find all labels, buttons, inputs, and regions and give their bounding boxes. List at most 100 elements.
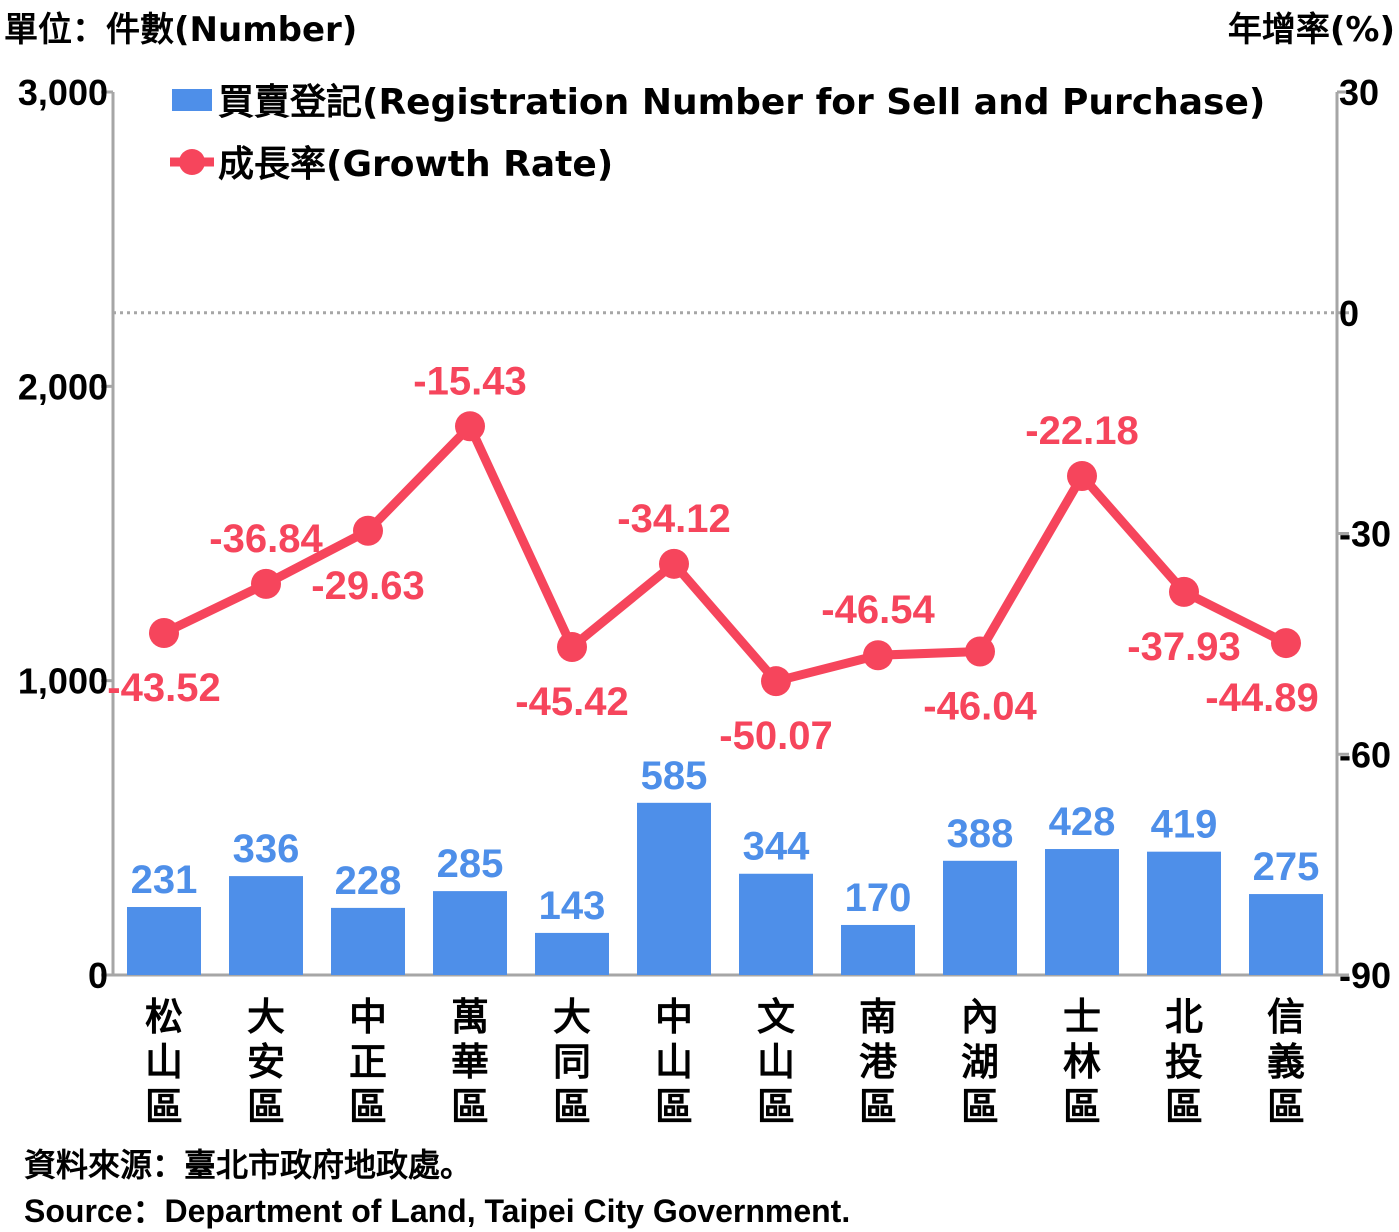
right-tick-label: 30 bbox=[1339, 72, 1379, 113]
category-label-char: 正 bbox=[349, 1040, 387, 1084]
bar-value-label: 231 bbox=[131, 858, 198, 902]
growth-rate-point bbox=[149, 617, 179, 648]
category-label-char: 山 bbox=[145, 1040, 183, 1084]
bar-value-label: 336 bbox=[233, 827, 300, 871]
right-tick-label: -90 bbox=[1339, 955, 1391, 996]
category-label-char: 山 bbox=[655, 1040, 693, 1084]
growth-rate-label: -36.84 bbox=[209, 517, 323, 561]
legend: 買賣登記(Registration Number for Sell and Pu… bbox=[170, 82, 1265, 185]
category-label-char: 大 bbox=[247, 995, 285, 1039]
category-label-char: 區 bbox=[349, 1085, 387, 1129]
category-label-char: 信 bbox=[1267, 995, 1305, 1039]
category-label: 松山區 bbox=[145, 995, 183, 1129]
category-label-char: 大 bbox=[553, 995, 591, 1039]
growth-rate-label: -46.54 bbox=[821, 588, 935, 632]
growth-rate-label: -44.89 bbox=[1205, 676, 1318, 720]
bar-value-label: 143 bbox=[539, 884, 606, 928]
bar bbox=[637, 802, 711, 975]
category-label-char: 區 bbox=[655, 1085, 693, 1129]
growth-rate-point bbox=[965, 636, 995, 667]
bar-value-label: 419 bbox=[1151, 803, 1218, 847]
bar-value-label: 585 bbox=[641, 754, 708, 798]
category-label: 士林區 bbox=[1063, 995, 1101, 1129]
category-label-char: 區 bbox=[451, 1085, 489, 1129]
category-label-char: 萬 bbox=[451, 995, 489, 1039]
category-label-char: 湖 bbox=[961, 1040, 999, 1084]
bar bbox=[433, 891, 507, 975]
bar-value-label: 388 bbox=[947, 812, 1014, 856]
growth-rate-label: -46.04 bbox=[923, 685, 1037, 729]
growth-rate-label: -29.63 bbox=[311, 564, 424, 608]
category-label-char: 文 bbox=[757, 995, 795, 1039]
bar bbox=[1045, 849, 1119, 975]
bar bbox=[331, 907, 405, 975]
growth-rate-point bbox=[863, 640, 893, 671]
left-tick-label: 2,000 bbox=[18, 366, 108, 407]
category-label: 信義區 bbox=[1267, 995, 1305, 1129]
legend-bar-label: 買賣登記(Registration Number for Sell and Pu… bbox=[218, 82, 1265, 123]
left-axis-unit-label: 單位：件數(Number) bbox=[4, 10, 358, 50]
growth-rate-label: -50.07 bbox=[719, 714, 832, 758]
line-series-group bbox=[149, 411, 1301, 697]
category-label-char: 內 bbox=[961, 995, 999, 1039]
source-line-chinese: 資料來源：臺北市政府地政處。 bbox=[24, 1146, 473, 1184]
growth-rate-label: -37.93 bbox=[1127, 625, 1240, 669]
category-label-char: 同 bbox=[553, 1040, 591, 1084]
category-label: 文山區 bbox=[757, 995, 795, 1129]
bar bbox=[1147, 851, 1221, 975]
growth-rate-point bbox=[353, 515, 383, 546]
bar bbox=[229, 876, 303, 975]
bar-value-label: 275 bbox=[1253, 845, 1320, 889]
category-label-char: 區 bbox=[553, 1085, 591, 1129]
category-label-char: 北 bbox=[1165, 995, 1203, 1039]
legend-line-marker bbox=[179, 149, 205, 175]
axes-group: 0 1,000 2,000 3,000 -90 -60 -30 0 30 bbox=[18, 72, 1391, 996]
category-label: 大同區 bbox=[553, 995, 591, 1129]
category-label-char: 中 bbox=[655, 995, 693, 1039]
growth-rate-label: -45.42 bbox=[515, 680, 628, 724]
legend-line-label: 成長率(Growth Rate) bbox=[218, 144, 613, 185]
bar-value-label: 285 bbox=[437, 842, 504, 886]
growth-rate-line bbox=[162, 421, 1289, 686]
growth-rate-point bbox=[659, 548, 689, 579]
category-label: 萬華區 bbox=[451, 995, 489, 1129]
growth-rate-point bbox=[455, 411, 485, 442]
growth-rate-point bbox=[1271, 628, 1301, 659]
left-tick-label: 1,000 bbox=[18, 661, 108, 702]
left-tick-label: 3,000 bbox=[18, 72, 108, 113]
category-label: 中正區 bbox=[349, 995, 387, 1129]
growth-rate-label: -15.43 bbox=[413, 359, 526, 403]
growth-rate-label: -34.12 bbox=[617, 497, 730, 541]
right-axis-unit-label: 年增率(%) bbox=[1227, 10, 1395, 50]
growth-rate-point bbox=[251, 568, 281, 599]
category-label-char: 南 bbox=[859, 995, 897, 1039]
bar-value-label: 428 bbox=[1049, 800, 1116, 844]
growth-rate-point bbox=[557, 631, 587, 662]
category-label-char: 林 bbox=[1063, 1040, 1101, 1084]
growth-rate-point bbox=[1169, 576, 1199, 607]
category-label: 內湖區 bbox=[961, 995, 999, 1129]
category-label-char: 投 bbox=[1165, 1040, 1203, 1084]
right-tick-label: 0 bbox=[1339, 293, 1359, 334]
growth-rate-label: -22.18 bbox=[1025, 409, 1138, 453]
bar-value-label: 344 bbox=[743, 825, 810, 869]
category-label-char: 中 bbox=[349, 995, 387, 1039]
category-label-char: 區 bbox=[247, 1085, 285, 1129]
category-label: 中山區 bbox=[655, 995, 693, 1129]
bar bbox=[127, 907, 201, 975]
source-line-english: Source：Department of Land, Taipei City G… bbox=[24, 1193, 851, 1229]
category-label-char: 松 bbox=[145, 995, 183, 1039]
bar-value-label: 228 bbox=[335, 859, 402, 903]
category-label-char: 區 bbox=[1165, 1085, 1203, 1129]
bar-value-label: 170 bbox=[845, 876, 912, 920]
growth-rate-point bbox=[1067, 460, 1097, 491]
category-label-char: 區 bbox=[145, 1085, 183, 1129]
bar bbox=[535, 932, 609, 975]
category-label-char: 區 bbox=[757, 1085, 795, 1129]
category-label-char: 區 bbox=[1063, 1085, 1101, 1129]
category-label-char: 港 bbox=[859, 1040, 898, 1084]
right-tick-label: -60 bbox=[1339, 734, 1391, 775]
category-label-char: 義 bbox=[1267, 1040, 1305, 1084]
